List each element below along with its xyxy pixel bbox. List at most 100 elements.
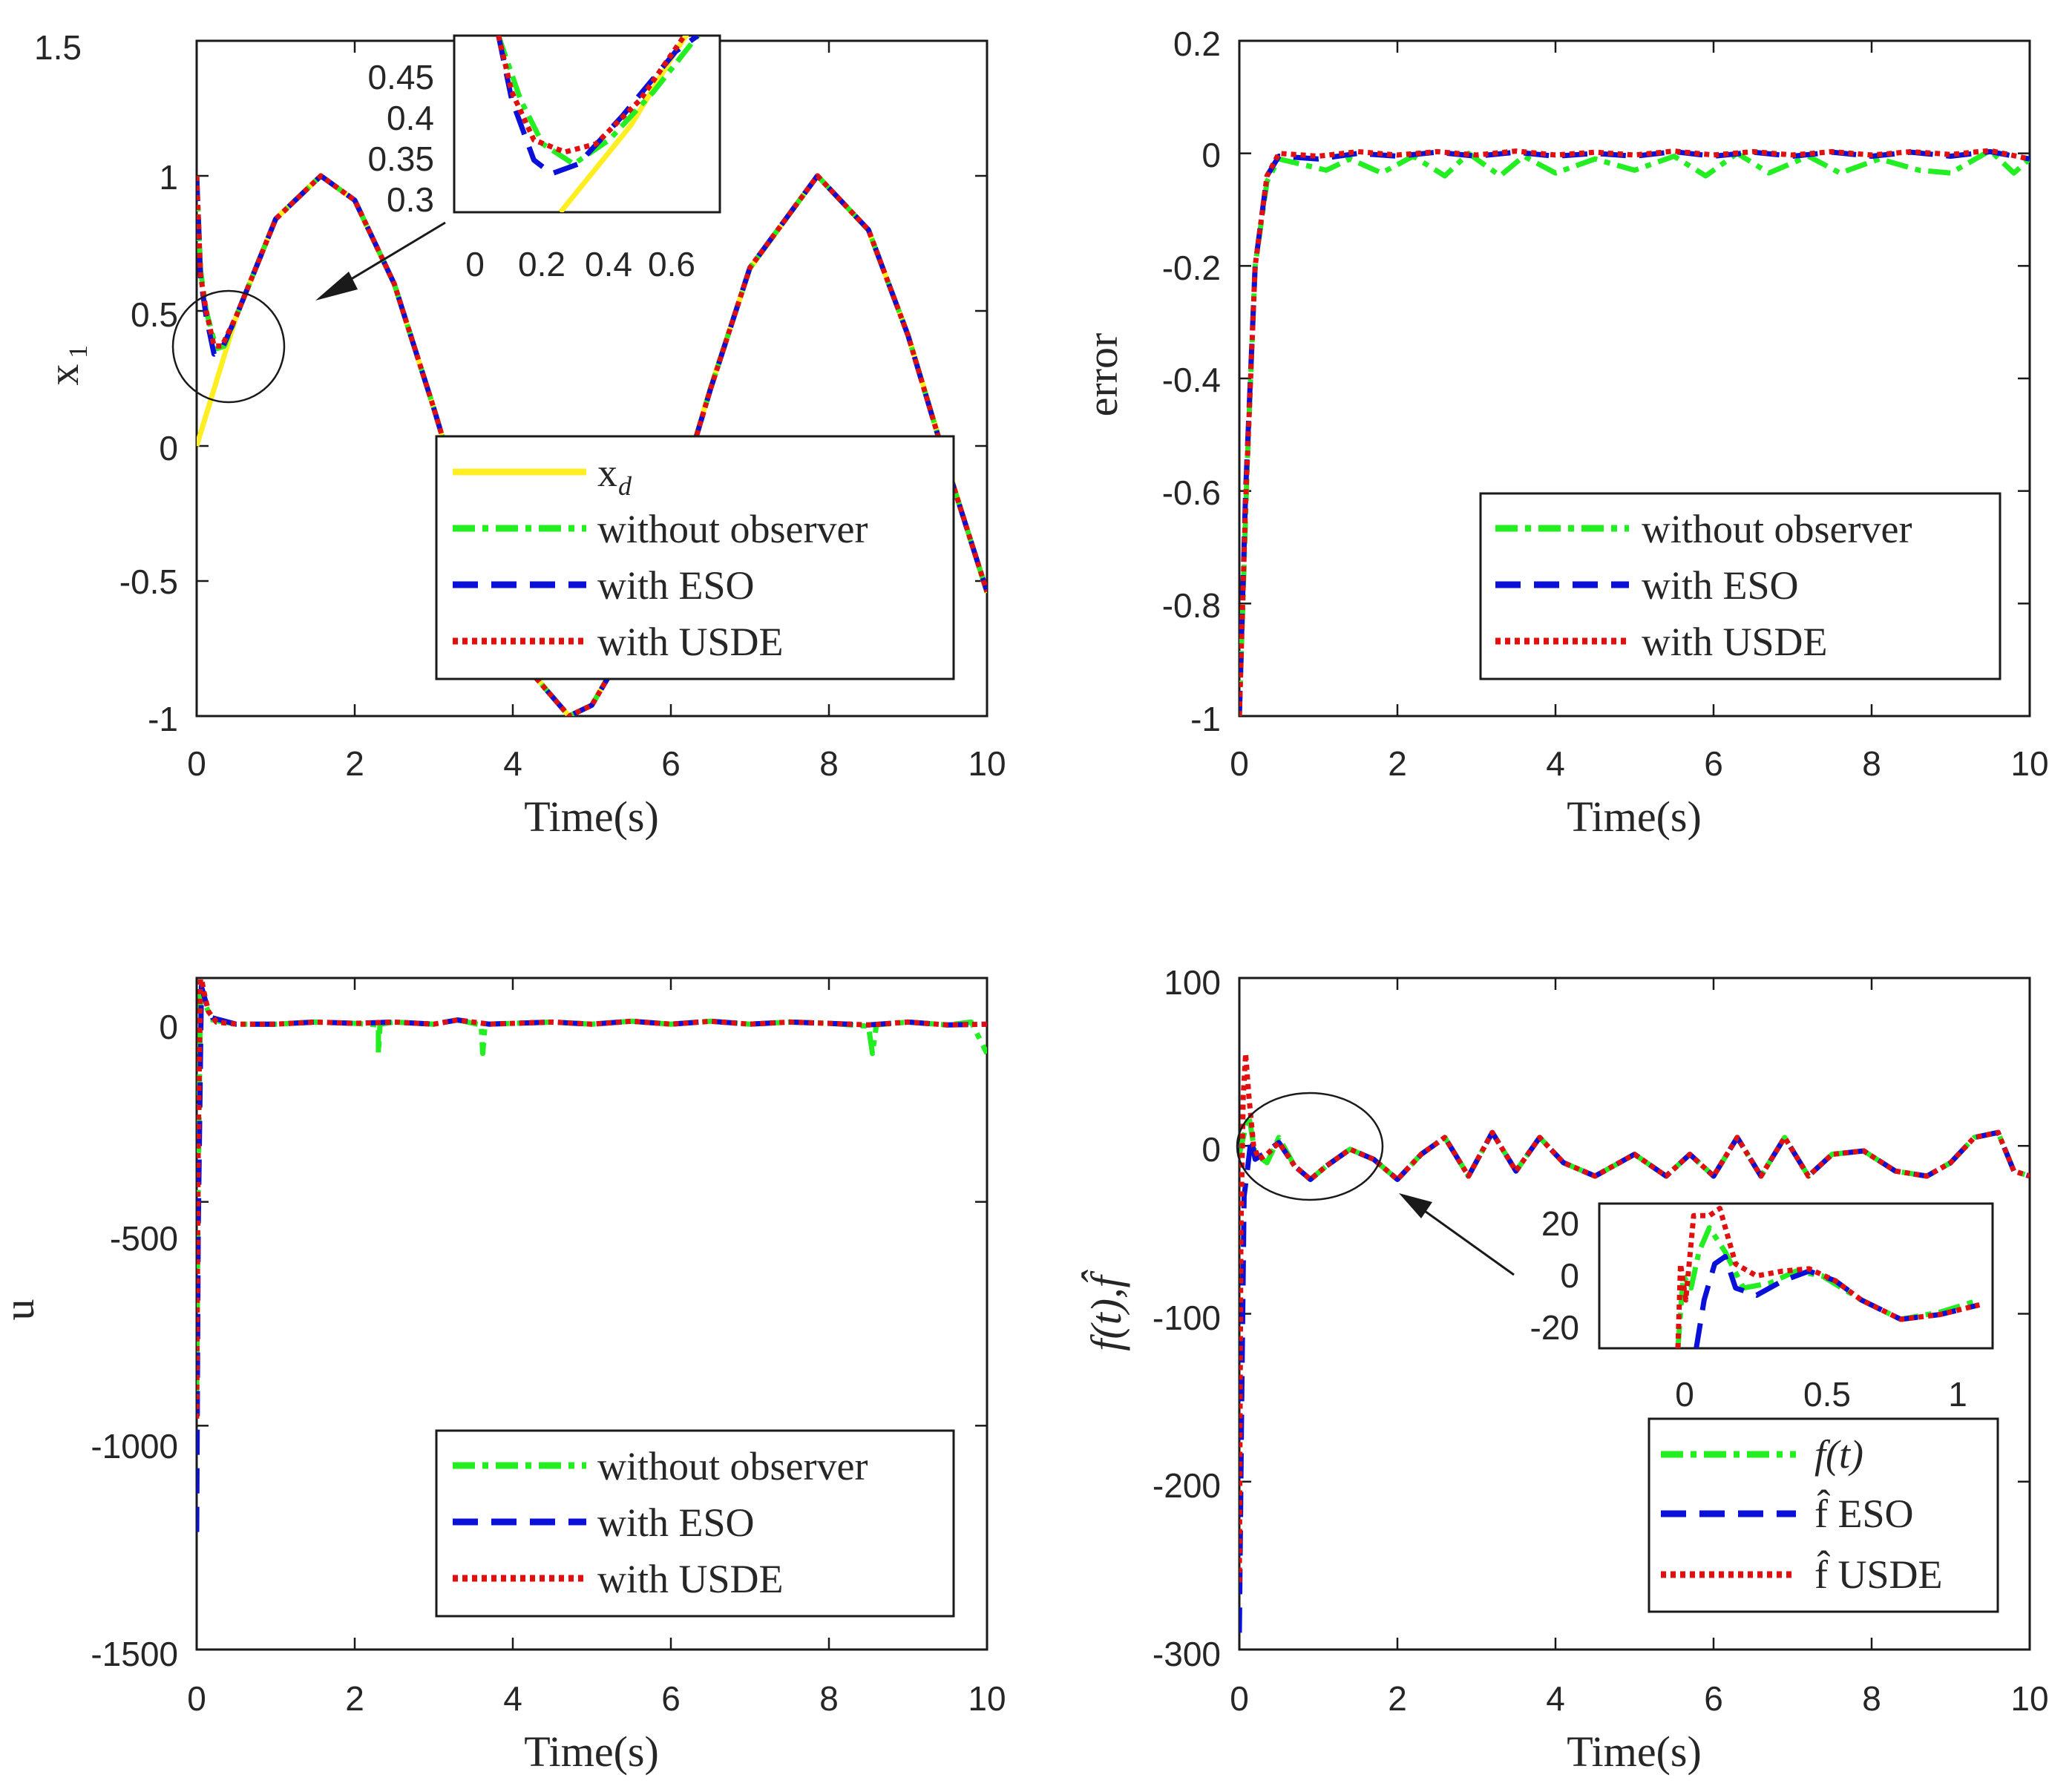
error-series-line-usde bbox=[1239, 148, 2030, 716]
zoom-arrow-f bbox=[1417, 1204, 1515, 1276]
xtick-u: 4 bbox=[503, 1679, 522, 1718]
ytick-u: -1000 bbox=[91, 1427, 178, 1466]
legend-label-f: f(t) bbox=[1814, 1432, 1863, 1477]
ytick-f: 0 bbox=[1201, 1130, 1221, 1169]
xtick-x1: 0 bbox=[187, 744, 206, 783]
ytick-error: -0.4 bbox=[1162, 361, 1221, 399]
legend-label-usde: with USDE bbox=[597, 1557, 784, 1601]
ytick-f: -300 bbox=[1153, 1635, 1221, 1673]
inset-ytick-f: 20 bbox=[1541, 1204, 1579, 1243]
legend-label-without: without observer bbox=[597, 507, 868, 551]
ylabel-f: f(t),f̂ bbox=[1082, 1270, 1130, 1351]
xtick-f: 0 bbox=[1230, 1679, 1249, 1718]
ytick-u: 0 bbox=[159, 1008, 178, 1046]
xtick-f: 2 bbox=[1388, 1679, 1407, 1718]
inset-xtick-x1: 0.6 bbox=[648, 245, 695, 283]
arrow-head-icon bbox=[1399, 1193, 1432, 1218]
xlabel-x1: Time(s) bbox=[524, 792, 659, 841]
xtick-u: 8 bbox=[819, 1679, 839, 1718]
legend-label-usde: f̂ USDE bbox=[1814, 1549, 1943, 1597]
xtick-error: 4 bbox=[1546, 744, 1565, 783]
ytick-x1: 1.5 bbox=[34, 28, 82, 67]
legend-label-without: without observer bbox=[1642, 507, 1912, 551]
xlabel-f: Time(s) bbox=[1567, 1727, 1702, 1776]
ylabel-error: error bbox=[1078, 333, 1127, 417]
xtick-error: 10 bbox=[2010, 744, 2048, 783]
inset-xtick-f: 1 bbox=[1948, 1375, 1967, 1414]
legend-label-eso: with ESO bbox=[1642, 563, 1799, 608]
ytick-x1: -0.5 bbox=[119, 562, 178, 601]
chart-error: 0.2 0 -0.2 -0.4 -0.6 -0.8 -1 0 2 4 6 8 1… bbox=[1078, 24, 2049, 841]
ytick-u: -1500 bbox=[91, 1635, 178, 1673]
xtick-f: 4 bbox=[1546, 1679, 1565, 1718]
legend-box-f bbox=[1648, 1417, 1999, 1613]
legend-u: without observer with ESO with USDE bbox=[435, 1429, 955, 1618]
chart-u: 0 -500 -1000 -1500 0 2 4 6 8 10 Time(s) … bbox=[0, 977, 1006, 1776]
legend-label-eso: f̂ ESO bbox=[1814, 1489, 1914, 1536]
xtick-error: 2 bbox=[1388, 744, 1407, 783]
xtick-x1: 8 bbox=[819, 744, 839, 783]
legend-label-without: without observer bbox=[597, 1444, 868, 1489]
inset-series-x1 bbox=[496, 36, 700, 212]
xtick-u: 2 bbox=[345, 1679, 364, 1718]
xtick-error: 6 bbox=[1704, 744, 1723, 783]
inset-ytick-f: 0 bbox=[1560, 1256, 1579, 1295]
xtick-x1: 10 bbox=[968, 744, 1006, 783]
ytick-error: -0.6 bbox=[1162, 473, 1221, 512]
inset-xtick-x1: 0.4 bbox=[585, 245, 632, 283]
xtick-error: 0 bbox=[1230, 744, 1249, 783]
inset-ytick-x1: 0.4 bbox=[387, 99, 434, 137]
series-group-error bbox=[1239, 148, 2030, 716]
xtick-u: 10 bbox=[968, 1679, 1006, 1718]
legend-x1: x d without observer with ESO with USDE bbox=[435, 435, 955, 680]
inset-xtick-f: 0 bbox=[1675, 1375, 1694, 1414]
ytick-f: -200 bbox=[1153, 1466, 1221, 1505]
legend-box-x1 bbox=[435, 435, 955, 680]
xtick-f: 10 bbox=[2010, 1679, 2048, 1718]
legend-f: f(t) f̂ ESO f̂ USDE bbox=[1648, 1417, 1999, 1613]
inset-series-f bbox=[1675, 1206, 1981, 1348]
inset-xtick-x1: 0 bbox=[465, 245, 485, 283]
legend-label-xd: x bbox=[597, 450, 617, 495]
ytick-f: -100 bbox=[1153, 1299, 1221, 1337]
inset-ytick-f: -20 bbox=[1530, 1308, 1579, 1347]
xtick-f: 6 bbox=[1704, 1679, 1723, 1718]
legend-label-eso: with ESO bbox=[597, 563, 755, 608]
xlabel-error: Time(s) bbox=[1567, 792, 1702, 841]
inset-xtick-x1: 0.2 bbox=[518, 245, 565, 283]
xtick-error: 8 bbox=[1862, 744, 1881, 783]
inset-ytick-x1: 0.45 bbox=[367, 58, 434, 96]
xtick-u: 6 bbox=[661, 1679, 681, 1718]
ylabel-x1: x bbox=[39, 364, 88, 386]
error-series-line-without bbox=[1239, 148, 2030, 716]
legend-label-usde: with USDE bbox=[1642, 620, 1828, 664]
xtick-x1: 2 bbox=[345, 744, 364, 783]
ylabel-x1-sub: 1 bbox=[63, 345, 93, 358]
ylabel-u: u bbox=[0, 1299, 43, 1321]
legend-box-error bbox=[1479, 492, 2001, 680]
legend-error: without observer with ESO with USDE bbox=[1479, 492, 2001, 680]
inset-xtick-f: 0.5 bbox=[1803, 1375, 1851, 1414]
ytick-x1: 0.5 bbox=[131, 295, 178, 334]
ytick-error: 0 bbox=[1201, 136, 1221, 174]
legend-label-usde: with USDE bbox=[597, 620, 784, 664]
zoom-arrow-x1 bbox=[333, 221, 446, 291]
legend-label-eso: with ESO bbox=[597, 1500, 755, 1545]
f-inset-series-line-without bbox=[1675, 1225, 1981, 1348]
ytick-error: -1 bbox=[1190, 700, 1221, 738]
xtick-x1: 4 bbox=[503, 744, 522, 783]
series-group-u bbox=[197, 978, 987, 1532]
inset-ytick-x1: 0.35 bbox=[367, 140, 434, 178]
xlabel-u: Time(s) bbox=[524, 1727, 659, 1776]
ytick-error: 0.2 bbox=[1173, 24, 1221, 63]
xtick-u: 0 bbox=[187, 1679, 206, 1718]
ytick-f: 100 bbox=[1164, 963, 1221, 1002]
f-series-line-usde bbox=[1239, 1051, 2030, 1583]
zoom-circle-x1 bbox=[171, 289, 286, 404]
ytick-x1: 1 bbox=[159, 158, 178, 197]
ytick-error: -0.2 bbox=[1162, 249, 1221, 287]
xtick-x1: 6 bbox=[661, 744, 681, 783]
x1-inset-series-line-without bbox=[496, 36, 700, 167]
xtick-f: 8 bbox=[1862, 1679, 1881, 1718]
